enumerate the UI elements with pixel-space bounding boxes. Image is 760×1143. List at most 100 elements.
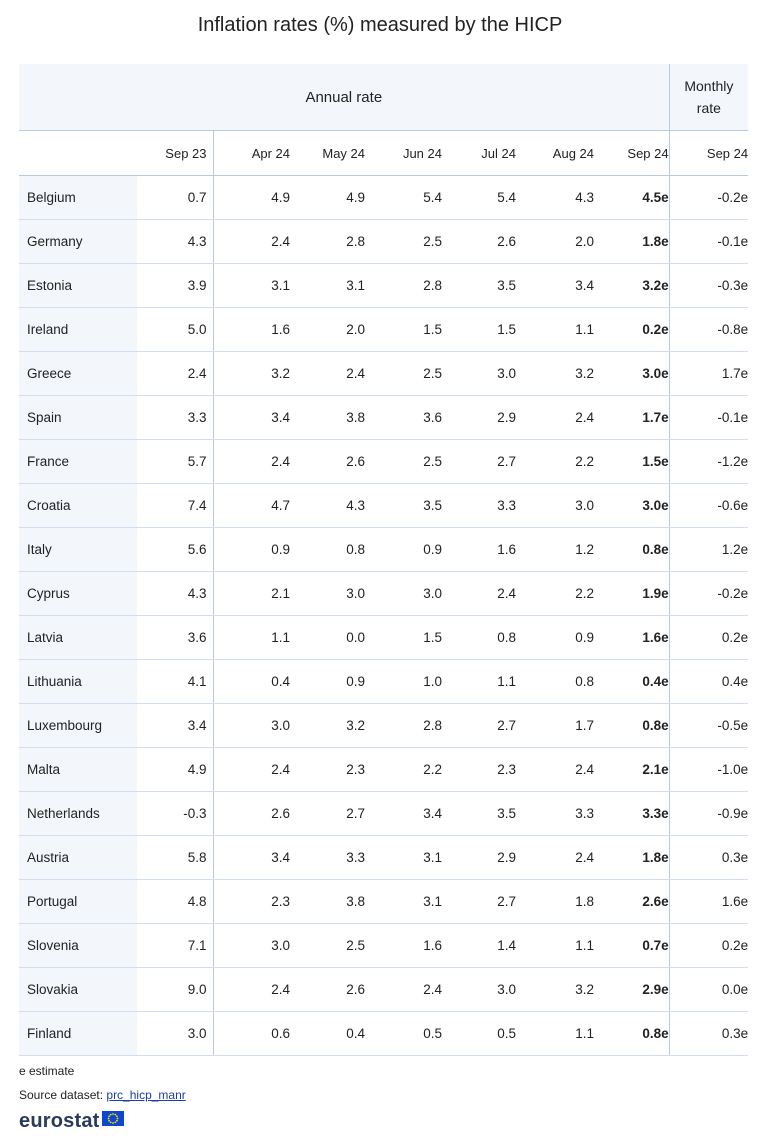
value-cell-jul24: 3.3: [442, 483, 516, 528]
value-cell-aug24: 2.2: [516, 571, 594, 616]
table-row: Greece 2.4 3.2 2.4 2.5 3.0 3.2 3.0e 1.7e: [19, 351, 749, 396]
value-cell-sep24-monthly: 1.6e: [668, 879, 749, 924]
value-cell-sep23: 3.0: [137, 1011, 214, 1056]
value-cell-may24: 2.3: [290, 747, 365, 792]
value-cell-may24: 3.0: [290, 571, 365, 616]
value-cell-sep23: 5.8: [137, 835, 214, 880]
country-cell: Netherlands: [19, 791, 137, 836]
table-row: Italy 5.6 0.9 0.8 0.9 1.6 1.2 0.8e 1.2e: [19, 527, 749, 572]
table-row: Finland 3.0 0.6 0.4 0.5 0.5 1.1 0.8e 0.3e: [19, 1011, 749, 1056]
value-cell-sep23: 5.6: [137, 527, 214, 572]
value-cell-may24: 2.7: [290, 791, 365, 836]
value-cell-sep23: 5.7: [137, 439, 214, 484]
table-row: Portugal 4.8 2.3 3.8 3.1 2.7 1.8 2.6e 1.6e: [19, 879, 749, 924]
value-cell-jun24: 3.6: [365, 395, 442, 440]
value-cell-jun24: 3.5: [365, 483, 442, 528]
country-cell: Italy: [19, 527, 137, 572]
eu-flag-icon: [101, 1111, 124, 1126]
table-row: Slovenia 7.1 3.0 2.5 1.6 1.4 1.1 0.7e 0.2e: [19, 923, 749, 968]
value-cell-apr24: 2.6: [213, 791, 290, 836]
value-cell-sep24-annual: 1.7e: [594, 395, 670, 440]
value-cell-sep24-annual: 0.8e: [594, 527, 670, 572]
value-cell-apr24: 2.4: [213, 219, 290, 264]
monthly-rate-label-line2: rate: [696, 100, 721, 116]
country-cell: Estonia: [19, 263, 137, 308]
value-cell-may24: 0.0: [290, 615, 365, 660]
value-cell-jul24: 2.7: [442, 439, 516, 484]
value-cell-apr24: 0.6: [213, 1011, 290, 1056]
value-cell-aug24: 1.7: [516, 703, 594, 748]
table-row: Ireland 5.0 1.6 2.0 1.5 1.5 1.1 0.2e -0.8e: [19, 307, 749, 352]
value-cell-sep24-monthly: -1.0e: [668, 747, 749, 792]
value-cell-aug24: 4.3: [516, 175, 594, 220]
value-cell-may24: 3.8: [290, 879, 365, 924]
country-cell: Luxembourg: [19, 703, 137, 748]
value-cell-aug24: 1.1: [516, 1011, 594, 1056]
value-cell-sep24-monthly: -0.9e: [668, 791, 749, 836]
source-dataset-link[interactable]: prc_hicp_manr: [106, 1088, 186, 1102]
column-header-aug24: Aug 24: [516, 130, 594, 176]
value-cell-sep24-annual: 3.3e: [594, 791, 670, 836]
column-header-jul24: Jul 24: [442, 130, 516, 176]
value-cell-jun24: 0.5: [365, 1011, 442, 1056]
value-cell-sep23: 2.4: [137, 351, 214, 396]
value-cell-sep24-annual: 2.1e: [594, 747, 670, 792]
value-cell-sep23: 3.3: [137, 395, 214, 440]
value-cell-jul24: 1.4: [442, 923, 516, 968]
value-cell-may24: 2.6: [290, 967, 365, 1012]
value-cell-may24: 2.0: [290, 307, 365, 352]
value-cell-may24: 0.4: [290, 1011, 365, 1056]
table-row: Estonia 3.9 3.1 3.1 2.8 3.5 3.4 3.2e -0.3e: [19, 263, 749, 308]
value-cell-aug24: 2.4: [516, 747, 594, 792]
value-cell-jul24: 2.9: [442, 395, 516, 440]
value-cell-sep24-monthly: -0.6e: [668, 483, 749, 528]
value-cell-aug24: 0.9: [516, 615, 594, 660]
value-cell-jun24: 1.5: [365, 307, 442, 352]
value-cell-jul24: 0.8: [442, 615, 516, 660]
value-cell-jun24: 1.6: [365, 923, 442, 968]
value-cell-jul24: 1.5: [442, 307, 516, 352]
value-cell-sep24-annual: 2.9e: [594, 967, 670, 1012]
value-cell-sep24-annual: 4.5e: [594, 175, 670, 220]
value-cell-apr24: 2.4: [213, 747, 290, 792]
table-row: France 5.7 2.4 2.6 2.5 2.7 2.2 1.5e -1.2e: [19, 439, 749, 484]
value-cell-may24: 3.2: [290, 703, 365, 748]
value-cell-apr24: 1.6: [213, 307, 290, 352]
value-cell-sep23: 3.6: [137, 615, 214, 660]
value-cell-jun24: 1.5: [365, 615, 442, 660]
value-cell-may24: 3.8: [290, 395, 365, 440]
value-cell-sep24-monthly: 0.4e: [668, 659, 749, 704]
table-row: Spain 3.3 3.4 3.8 3.6 2.9 2.4 1.7e -0.1e: [19, 395, 749, 440]
country-cell: Austria: [19, 835, 137, 880]
value-cell-may24: 2.5: [290, 923, 365, 968]
monthly-rate-header: Monthly rate: [668, 64, 749, 131]
value-cell-jul24: 2.3: [442, 747, 516, 792]
value-cell-jun24: 3.1: [365, 879, 442, 924]
value-cell-sep24-monthly: 0.3e: [668, 835, 749, 880]
country-cell: Slovenia: [19, 923, 137, 968]
value-cell-sep24-annual: 0.8e: [594, 1011, 670, 1056]
value-cell-jun24: 3.1: [365, 835, 442, 880]
column-header-apr24: Apr 24: [213, 130, 290, 176]
value-cell-sep24-annual: 1.6e: [594, 615, 670, 660]
value-cell-sep24-monthly: -0.2e: [668, 571, 749, 616]
chart-title: Inflation rates (%) measured by the HICP: [197, 14, 563, 36]
value-cell-aug24: 3.2: [516, 967, 594, 1012]
value-cell-may24: 2.8: [290, 219, 365, 264]
value-cell-jun24: 2.5: [365, 439, 442, 484]
table-row: Malta 4.9 2.4 2.3 2.2 2.3 2.4 2.1e -1.0e: [19, 747, 749, 792]
monthly-rate-label-line1: Monthly: [684, 78, 734, 94]
value-cell-jul24: 3.0: [442, 351, 516, 396]
value-cell-may24: 2.6: [290, 439, 365, 484]
value-cell-aug24: 1.8: [516, 879, 594, 924]
value-cell-sep24-monthly: -0.5e: [668, 703, 749, 748]
value-cell-sep24-monthly: 1.7e: [668, 351, 749, 396]
country-cell: Malta: [19, 747, 137, 792]
value-cell-sep23: 4.3: [137, 571, 214, 616]
column-header-sep23: Sep 23: [137, 130, 214, 176]
country-cell: Greece: [19, 351, 137, 396]
value-cell-sep24-annual: 0.8e: [594, 703, 670, 748]
value-cell-sep24-annual: 1.9e: [594, 571, 670, 616]
value-cell-sep24-monthly: -0.1e: [668, 219, 749, 264]
value-cell-may24: 3.3: [290, 835, 365, 880]
